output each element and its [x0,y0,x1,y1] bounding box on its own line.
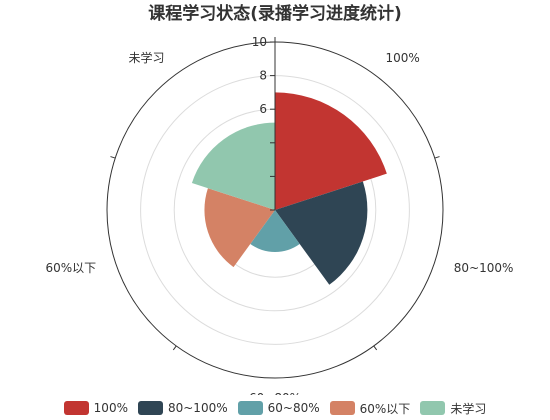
legend-swatch [63,401,89,415]
legend-label: 100% [93,401,128,415]
legend-item[interactable]: 100% [63,401,128,415]
category-label: 60~80% [249,391,301,395]
axis-layer: 6 8 10 [106,35,444,379]
polar-bar-chart: 6 8 10 100% 80~100% 60~80% 60%以下 未学习 [46,35,514,395]
polar-bar-sector[interactable] [250,210,300,253]
polar-bar-sector[interactable] [204,188,275,268]
category-label: 60%以下 [46,261,97,275]
legend-label: 60~80% [267,401,320,415]
legend-label: 60%以下 [359,401,411,416]
radial-tick-label: 8 [259,69,267,83]
legend-label: 未学习 [450,401,487,416]
category-label: 80~100% [454,261,514,275]
legend-item[interactable]: 未学习 [420,400,486,417]
legend-swatch [237,401,263,415]
radial-tick-label: 10 [252,35,267,49]
legend-item[interactable]: 80~100% [137,401,228,415]
chart-legend: 100% 80~100% 60~80% 60%以下 未学习 [0,397,550,419]
category-label: 未学习 [128,50,164,65]
category-label: 100% [386,51,420,65]
category-labels: 100% 80~100% 60~80% 60%以下 未学习 [46,50,514,395]
legend-swatch [329,401,355,415]
polar-bar-sector[interactable] [275,181,368,285]
legend-label: 80~100% [167,401,228,415]
polar-bar-sector[interactable] [191,122,275,210]
polar-bar-sector[interactable] [275,92,387,210]
legend-swatch [420,401,446,415]
angle-tick [434,156,440,159]
angle-tick [172,345,177,351]
legend-item[interactable]: 60~80% [237,401,320,415]
sector-group [191,92,387,285]
radial-tick-label: 6 [259,102,267,116]
chart-title: 课程学习状态(录播学习进度统计) [148,4,402,24]
legend-item[interactable]: 60%以下 [329,400,411,417]
angle-tick [373,345,378,351]
legend-swatch [137,401,163,415]
angle-tick [110,156,116,159]
